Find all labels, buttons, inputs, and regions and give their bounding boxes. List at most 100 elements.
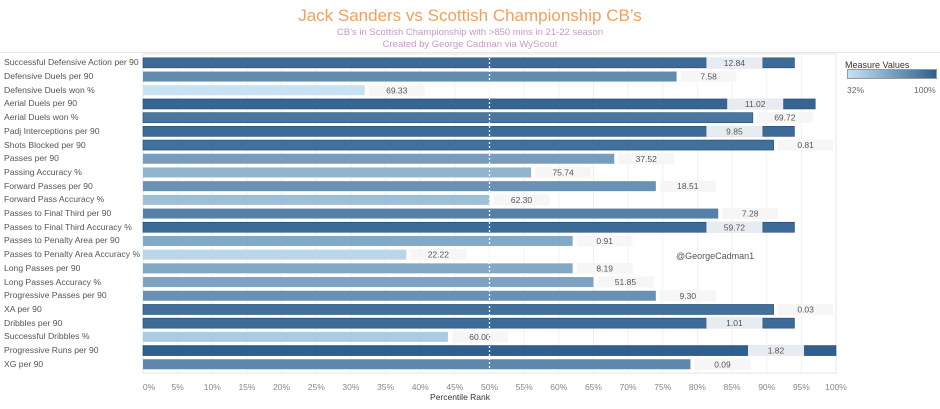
- value-label: 11.02: [745, 99, 766, 109]
- x-tick-label: 15%: [238, 382, 255, 392]
- value-label: 22.22: [428, 250, 450, 260]
- bar: [143, 85, 365, 96]
- value-label-box: [777, 139, 834, 151]
- value-label-box: [777, 303, 834, 315]
- value-label-box: [680, 71, 737, 83]
- value-label-box: [694, 358, 751, 370]
- row-label: Successful Dribbles %: [4, 331, 90, 342]
- row-label: Passes to Penalty Area per 90: [4, 235, 120, 246]
- value-label: 18.51: [677, 181, 699, 191]
- value-label-box: [451, 331, 508, 343]
- x-tick-label: 30%: [342, 382, 359, 392]
- value-label-box: [535, 166, 592, 178]
- value-label-box: [748, 345, 804, 357]
- x-tick-label: 20%: [273, 382, 290, 392]
- legend-max-label: 100%: [914, 85, 936, 95]
- value-label: 0.03: [797, 304, 814, 314]
- value-label-box: [576, 235, 633, 247]
- legend-color-ramp: [847, 69, 937, 79]
- row-label: Passing Accuracy %: [4, 166, 82, 177]
- row-label: Padj Interceptions per 90: [4, 125, 100, 136]
- value-label: 0.91: [596, 236, 613, 246]
- value-label-box: [368, 84, 425, 96]
- value-label: 62.30: [511, 195, 533, 205]
- value-label: 37.52: [636, 154, 658, 164]
- value-label: 59.72: [724, 222, 746, 232]
- x-tick-label: 100%: [825, 382, 847, 392]
- x-tick-label: 80%: [689, 382, 706, 392]
- bar: [143, 359, 691, 370]
- value-label: 12.84: [724, 58, 746, 68]
- bar: [143, 249, 407, 260]
- row-label: Forward Pass Accuracy %: [4, 194, 105, 205]
- chart-subtitle: CB’s in Scottish Championship with >850 …: [336, 27, 604, 38]
- x-tick-label: 65%: [585, 382, 602, 392]
- value-label-box: [706, 317, 763, 329]
- value-label-box: [706, 57, 763, 69]
- bar: [143, 235, 573, 246]
- bar: [143, 167, 532, 178]
- x-tick-label: 25%: [308, 382, 325, 392]
- bar: [143, 71, 677, 82]
- bar: [142, 98, 816, 110]
- value-label: 8.19: [596, 263, 613, 273]
- value-label-box: [659, 180, 716, 192]
- row-label: Passes to Penalty Area Accuracy %: [4, 249, 141, 260]
- row-label: Progressive Runs per 90: [4, 345, 99, 356]
- x-tick-label: 0%: [143, 382, 156, 392]
- row-label: Defensive Duels per 90: [4, 71, 94, 82]
- value-label: 51.85: [615, 277, 637, 287]
- value-label: 69.33: [386, 85, 408, 95]
- x-tick-label: 55%: [516, 382, 533, 392]
- row-label: Successful Defensive Action per 90: [4, 57, 139, 68]
- value-label-box: [706, 125, 763, 137]
- row-label: Passes per 90: [4, 153, 59, 164]
- x-tick-label: 45%: [446, 382, 463, 392]
- x-tick-label: 50%: [481, 382, 498, 392]
- row-label: XG per 90: [4, 358, 44, 369]
- bar: [142, 57, 795, 69]
- chart-title: Jack Sanders vs Scottish Championship CB…: [298, 6, 642, 25]
- value-label: 7.58: [700, 72, 717, 82]
- bar: [143, 331, 448, 342]
- row-label: Aerial Duels won %: [4, 112, 79, 123]
- row-label: Shots Blocked per 90: [4, 139, 86, 150]
- legend-title: Measure Values: [845, 60, 910, 70]
- bar: [142, 304, 774, 315]
- value-label-box: [410, 249, 467, 261]
- row-label: Aerial Duels per 90: [4, 98, 78, 109]
- watermark: @GeorgeCadman1: [676, 251, 755, 261]
- value-label: 9.30: [680, 291, 697, 301]
- value-label: 7.28: [742, 209, 759, 219]
- x-tick-label: 95%: [793, 382, 810, 392]
- bar: [142, 221, 795, 233]
- x-tick-label: 70%: [620, 382, 637, 392]
- x-tick-label: 85%: [724, 382, 741, 392]
- row-label: XA per 90: [4, 303, 42, 314]
- bar: [143, 263, 573, 274]
- row-label: Passes to Final Third Accuracy %: [4, 221, 132, 232]
- value-label: 0.81: [797, 140, 814, 150]
- x-tick-label: 5%: [172, 382, 185, 392]
- value-label-box: [722, 208, 779, 220]
- header-divider: [0, 52, 940, 53]
- value-label: 1.01: [726, 318, 743, 328]
- bar: [143, 290, 656, 301]
- row-label: Long Passes Accuracy %: [4, 276, 101, 287]
- bar: [143, 181, 656, 192]
- value-label-box: [618, 153, 675, 165]
- value-label-box: [659, 290, 716, 302]
- legend-min-label: 32%: [847, 85, 865, 95]
- bar: [142, 126, 795, 137]
- row-label: Dribbles per 90: [4, 317, 63, 328]
- bar: [143, 194, 490, 205]
- value-label: 69.72: [774, 113, 796, 123]
- value-label-box: [756, 112, 813, 124]
- bar: [143, 153, 615, 164]
- row-label: Progressive Passes per 90: [4, 290, 107, 301]
- row-label: Defensive Duels won %: [4, 84, 95, 95]
- row-label: Long Passes per 90: [4, 262, 81, 273]
- row-label: Forward Passes per 90: [4, 180, 93, 191]
- bar: [142, 112, 754, 123]
